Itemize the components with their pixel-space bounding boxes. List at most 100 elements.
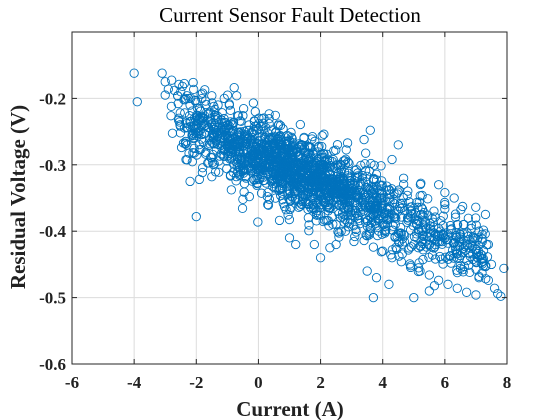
data-point	[397, 249, 407, 259]
data-point	[328, 179, 338, 189]
data-point	[233, 136, 243, 146]
data-point	[393, 187, 403, 197]
data-point	[445, 220, 456, 231]
data-point	[477, 229, 487, 239]
data-point	[195, 106, 206, 116]
data-point	[210, 167, 221, 177]
data-point	[160, 90, 170, 100]
data-point	[233, 111, 244, 121]
data-point	[346, 207, 356, 217]
y-tick-label: -0.3	[39, 156, 66, 175]
data-point	[262, 142, 272, 152]
data-point	[450, 242, 461, 252]
data-point	[406, 242, 416, 252]
data-point	[175, 108, 185, 118]
data-point	[438, 211, 448, 221]
data-point	[241, 164, 251, 175]
data-point	[222, 90, 233, 100]
data-point	[325, 243, 335, 253]
data-point	[225, 171, 236, 181]
data-point	[181, 155, 191, 165]
data-point	[472, 244, 482, 254]
data-point	[315, 181, 325, 191]
data-point	[303, 204, 313, 215]
data-point	[458, 235, 468, 245]
data-point	[340, 194, 351, 204]
data-point	[214, 128, 224, 138]
data-point	[486, 259, 497, 270]
data-point	[393, 140, 403, 150]
data-point	[275, 184, 285, 195]
data-point	[228, 125, 239, 136]
x-tick-label: -6	[65, 373, 79, 392]
data-point	[184, 93, 194, 104]
data-point	[413, 266, 424, 277]
data-point	[371, 211, 381, 221]
data-point	[280, 172, 290, 182]
data-point	[478, 246, 489, 256]
data-point	[313, 175, 323, 185]
data-point	[166, 111, 176, 121]
data-point	[461, 287, 472, 297]
data-point	[377, 193, 387, 203]
data-point	[174, 79, 184, 90]
y-tick-labels: -0.6 -0.5 -0.4 -0.3 -0.2	[39, 89, 66, 374]
data-point	[465, 267, 475, 278]
data-point	[341, 145, 351, 155]
data-point	[360, 159, 370, 169]
data-point	[459, 219, 469, 230]
data-point	[343, 157, 353, 167]
data-point	[185, 176, 195, 187]
data-point	[318, 216, 328, 227]
data-point	[293, 181, 303, 192]
data-point	[181, 93, 191, 104]
data-point	[314, 154, 324, 164]
data-point	[371, 175, 382, 185]
data-point	[291, 146, 302, 157]
data-point	[212, 139, 223, 149]
data-point	[473, 246, 484, 257]
data-point	[371, 273, 382, 283]
data-point	[343, 173, 353, 183]
data-point	[471, 220, 481, 230]
data-point	[307, 156, 317, 166]
data-point	[386, 250, 396, 260]
data-point	[215, 151, 225, 161]
data-point	[338, 184, 348, 194]
data-point	[424, 270, 434, 280]
data-point	[476, 257, 486, 268]
data-point	[163, 84, 173, 94]
data-point	[282, 189, 293, 200]
data-point	[457, 201, 468, 212]
data-point	[187, 157, 198, 167]
data-point	[449, 193, 459, 203]
data-point	[455, 250, 465, 261]
data-point	[167, 128, 178, 138]
data-point	[297, 196, 307, 207]
data-point	[243, 152, 253, 162]
data-point	[361, 166, 371, 176]
data-point	[356, 160, 366, 171]
data-point	[319, 129, 329, 139]
data-point	[361, 148, 371, 158]
data-point	[239, 126, 249, 137]
data-point	[395, 198, 406, 209]
data-point	[323, 177, 333, 188]
data-point	[222, 163, 232, 174]
data-point	[225, 105, 236, 116]
data-point	[405, 206, 416, 216]
data-point	[419, 207, 429, 218]
data-point	[207, 138, 218, 148]
data-point	[275, 120, 286, 131]
data-point	[248, 98, 259, 108]
data-point	[216, 149, 226, 159]
data-point	[349, 236, 359, 247]
data-point	[386, 209, 396, 219]
data-point	[258, 162, 268, 173]
data-point	[313, 142, 323, 152]
data-point	[384, 279, 394, 289]
y-tick-label: -0.4	[39, 222, 66, 241]
data-point	[276, 191, 286, 201]
data-point	[372, 230, 383, 241]
